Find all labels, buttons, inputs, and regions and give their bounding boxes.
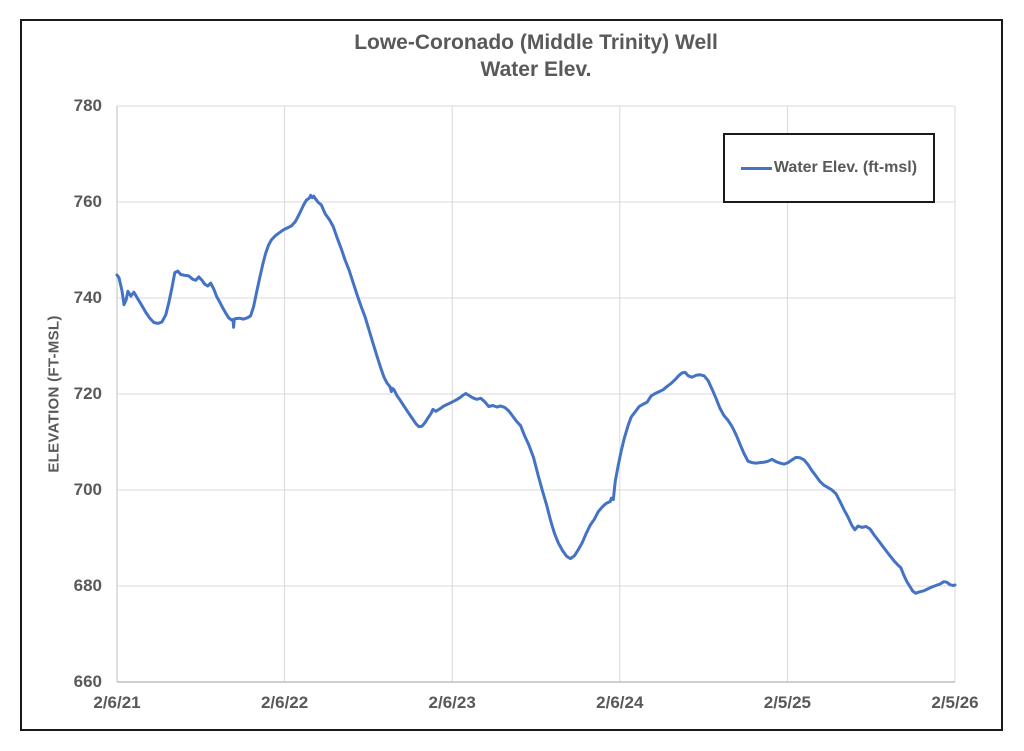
- legend-line-swatch: [740, 166, 772, 170]
- y-tick-label: 680: [73, 576, 102, 595]
- y-tick-label: 780: [73, 96, 102, 115]
- x-tick-label: 2/5/26: [931, 693, 979, 712]
- legend: Water Elev. (ft-msl): [723, 133, 935, 203]
- chart-title: Lowe-Coronado (Middle Trinity) Well: [354, 31, 718, 54]
- x-tick-label: 2/6/24: [596, 693, 644, 712]
- y-tick-label: 740: [73, 288, 102, 307]
- chart-subtitle: Water Elev.: [480, 58, 592, 81]
- y-tick-label: 700: [73, 480, 102, 499]
- water-elevation-line: [115, 193, 957, 595]
- y-tick-label: 720: [73, 384, 102, 403]
- chart-title-block: Lowe-Coronado (Middle Trinity) Well Wate…: [117, 29, 955, 83]
- x-tick-label: 2/5/25: [763, 693, 812, 712]
- y-tick-label: 760: [73, 192, 102, 211]
- x-tick-label: 2/6/22: [260, 693, 309, 712]
- y-tick-label: 660: [73, 672, 102, 691]
- x-tick-label: 2/6/23: [428, 693, 476, 712]
- x-tick-label: 2/6/21: [93, 693, 141, 712]
- legend-label: Water Elev. (ft-msl): [773, 159, 918, 176]
